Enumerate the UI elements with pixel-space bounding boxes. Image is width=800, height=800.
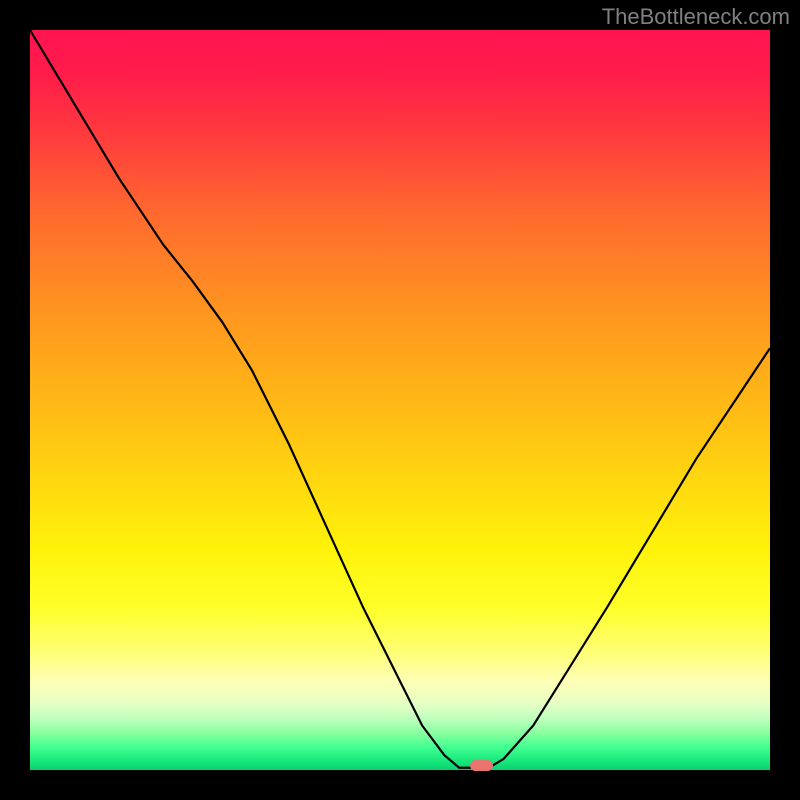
plot-area — [30, 30, 770, 770]
bottleneck-curve — [30, 30, 770, 770]
watermark-text: TheBottleneck.com — [602, 4, 790, 30]
optimal-marker — [470, 760, 494, 772]
